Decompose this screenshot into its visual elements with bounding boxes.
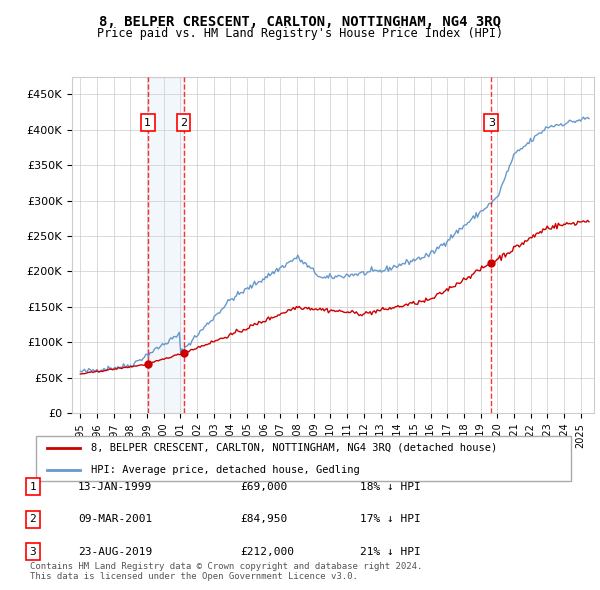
Text: 09-MAR-2001: 09-MAR-2001 [78,514,152,524]
Text: 17% ↓ HPI: 17% ↓ HPI [360,514,421,524]
Bar [148,77,184,413]
Text: 3: 3 [488,118,495,127]
Text: 13-JAN-1999: 13-JAN-1999 [78,482,152,491]
FancyBboxPatch shape [35,436,571,481]
Text: Contains HM Land Registry data © Crown copyright and database right 2024.
This d: Contains HM Land Registry data © Crown c… [30,562,422,581]
Text: 1: 1 [29,482,37,491]
Text: 8, BELPER CRESCENT, CARLTON, NOTTINGHAM, NG4 3RQ: 8, BELPER CRESCENT, CARLTON, NOTTINGHAM,… [99,15,501,29]
Text: 2: 2 [180,118,187,127]
Text: £212,000: £212,000 [240,547,294,556]
Text: 18% ↓ HPI: 18% ↓ HPI [360,482,421,491]
Text: £84,950: £84,950 [240,514,287,524]
Text: 2: 2 [29,514,37,524]
Text: Price paid vs. HM Land Registry's House Price Index (HPI): Price paid vs. HM Land Registry's House … [97,27,503,40]
Text: 8, BELPER CRESCENT, CARLTON, NOTTINGHAM, NG4 3RQ (detached house): 8, BELPER CRESCENT, CARLTON, NOTTINGHAM,… [91,442,497,453]
Text: 1: 1 [144,118,151,127]
Text: 21% ↓ HPI: 21% ↓ HPI [360,547,421,556]
Text: 3: 3 [29,547,37,556]
Text: £69,000: £69,000 [240,482,287,491]
Text: 23-AUG-2019: 23-AUG-2019 [78,547,152,556]
Text: HPI: Average price, detached house, Gedling: HPI: Average price, detached house, Gedl… [91,465,359,475]
